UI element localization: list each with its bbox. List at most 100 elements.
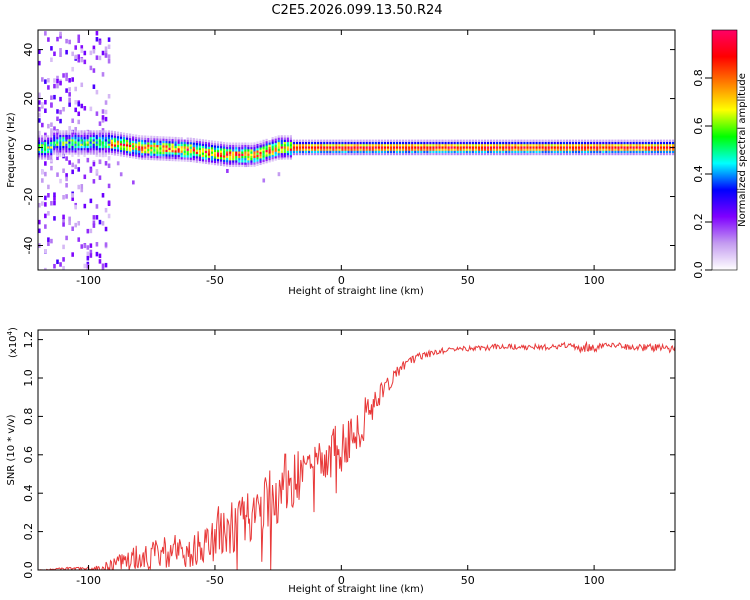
spectrogram-cell bbox=[574, 152, 578, 156]
spectrogram-cell bbox=[98, 150, 101, 153]
spectrogram-cell bbox=[168, 152, 171, 155]
spectrogram-cell bbox=[47, 139, 50, 142]
spectrogram-cell bbox=[125, 144, 129, 147]
spectrogram-cell bbox=[135, 143, 138, 146]
spectrogram-cell bbox=[277, 172, 281, 177]
spectrogram-cell bbox=[198, 138, 201, 142]
spectrogram-cell bbox=[432, 141, 435, 145]
spectrogram-cell bbox=[517, 139, 520, 142]
spectrogram-cell bbox=[326, 141, 329, 145]
spectrogram-cell bbox=[44, 108, 47, 113]
spectrogram-cell bbox=[71, 136, 74, 140]
spectrogram-cell bbox=[65, 139, 68, 142]
spectrogram-cell bbox=[119, 149, 123, 153]
spectrogram-cell bbox=[47, 211, 50, 216]
spectrogram-cell bbox=[56, 172, 59, 177]
spectrogram-cell bbox=[135, 152, 138, 155]
spectrogram-cell bbox=[165, 140, 168, 144]
spectrogram-cell bbox=[89, 143, 92, 146]
spectrogram-cell bbox=[556, 148, 559, 151]
spectrogram-cell bbox=[156, 136, 159, 139]
spectrogram-cell bbox=[584, 148, 587, 151]
spectrogram-cell bbox=[486, 139, 490, 142]
spectrogram-cell bbox=[426, 152, 429, 156]
spectrogram-cell bbox=[147, 137, 150, 141]
spectrogram-cell bbox=[493, 152, 496, 156]
spectrogram-cell bbox=[259, 149, 262, 152]
spectrogram-cell bbox=[180, 141, 183, 144]
spectrogram-cell bbox=[620, 144, 623, 147]
spectrogram-cell bbox=[289, 155, 292, 158]
spectrogram-cell bbox=[165, 143, 168, 146]
spectrogram-cell bbox=[74, 139, 77, 142]
spectrogram-cell bbox=[104, 100, 108, 105]
spectrogram-cell bbox=[92, 139, 95, 142]
spectrogram-cell bbox=[71, 169, 74, 175]
spectrogram-cell bbox=[62, 134, 65, 138]
spectrogram-cell bbox=[162, 142, 165, 146]
spectrogram-cell bbox=[59, 145, 62, 149]
spectrogram-cell bbox=[247, 149, 250, 152]
spectrogram-cell bbox=[116, 142, 120, 146]
spectrogram-cell bbox=[395, 150, 399, 154]
spectrogram-cell bbox=[304, 148, 308, 151]
spectrogram-cell bbox=[71, 150, 74, 153]
spectrogram-cell bbox=[389, 146, 393, 149]
spectrogram-cell bbox=[277, 152, 280, 156]
spectrogram-cell bbox=[177, 156, 180, 160]
spectrogram-cell bbox=[435, 148, 438, 151]
spectrogram-cell bbox=[429, 152, 432, 156]
spectrogram-cell bbox=[538, 141, 541, 145]
spectrogram-cell bbox=[526, 139, 529, 142]
spectrogram-cell bbox=[92, 161, 96, 167]
spectrogram-cell bbox=[450, 152, 453, 156]
spectrogram-cell bbox=[95, 150, 98, 153]
spectrogram-cell bbox=[326, 152, 329, 156]
spectrogram-cell bbox=[141, 144, 144, 147]
spectrogram-cell bbox=[520, 150, 523, 154]
spectrogram-cell bbox=[341, 146, 344, 149]
spectrogram-cell bbox=[165, 145, 168, 148]
spectrogram-cell bbox=[162, 147, 165, 150]
spectrogram-cell bbox=[89, 136, 92, 140]
spectrogram-cell bbox=[119, 154, 123, 157]
spectrogram-cell bbox=[477, 146, 481, 149]
spectrogram-cell bbox=[274, 145, 277, 148]
spectrogram-cell bbox=[350, 141, 353, 145]
spectrogram-cell bbox=[474, 148, 477, 151]
spectrogram-cell bbox=[53, 83, 56, 89]
spectrogram-cell bbox=[92, 152, 95, 155]
spectrogram-cell bbox=[65, 141, 68, 144]
spectrogram-cell bbox=[95, 136, 98, 140]
spectrogram-cell bbox=[235, 144, 238, 148]
spectrogram-cell bbox=[132, 140, 135, 144]
spectrogram-cell bbox=[165, 138, 168, 142]
spectrogram-cell bbox=[277, 135, 280, 138]
spectrogram-cell bbox=[268, 155, 271, 159]
spectrogram-cell bbox=[496, 152, 499, 156]
spectrogram-cell bbox=[653, 146, 656, 149]
spectrogram-cell bbox=[125, 135, 129, 138]
spectrogram-cell bbox=[44, 195, 47, 201]
spectrogram-cell bbox=[89, 139, 92, 142]
spectrogram-cell bbox=[86, 132, 89, 135]
spectrogram-cell bbox=[286, 155, 289, 158]
spectrogram-cell bbox=[116, 161, 120, 166]
spectrogram-cell bbox=[617, 152, 620, 156]
spectrogram-cell bbox=[89, 150, 92, 153]
spectrogram-cell bbox=[44, 144, 47, 147]
spectrogram-cell bbox=[171, 136, 174, 140]
spectrogram-cell bbox=[489, 144, 493, 147]
spectrogram-cell bbox=[216, 160, 220, 164]
spectrogram-cell bbox=[74, 130, 77, 133]
spectrogram-cell bbox=[83, 143, 86, 146]
spectrogram-cell bbox=[371, 150, 374, 154]
spectrogram-cell bbox=[41, 152, 44, 156]
spectrogram-cell bbox=[556, 141, 559, 145]
spectrogram-cell bbox=[411, 146, 414, 149]
spectrogram-cell bbox=[113, 135, 117, 138]
spectrogram-cell bbox=[411, 139, 414, 142]
spectrogram-cell bbox=[132, 156, 135, 159]
spectrogram-cell bbox=[241, 160, 244, 163]
spectrogram-cell bbox=[89, 168, 93, 173]
